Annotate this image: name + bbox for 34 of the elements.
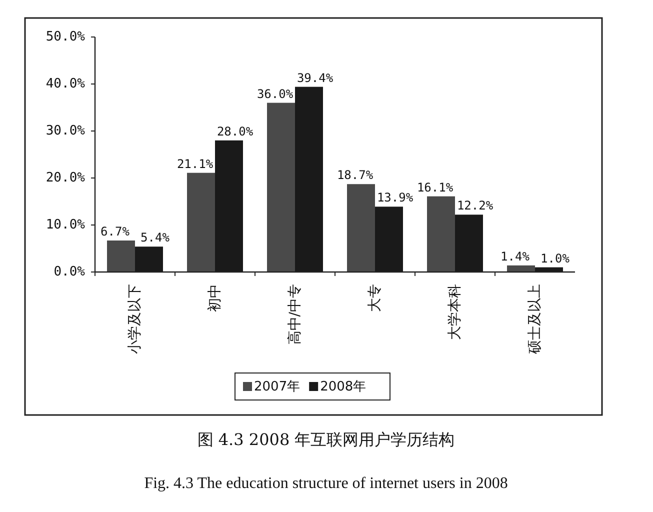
bar [427, 196, 455, 272]
data-label: 36.0% [256, 86, 294, 101]
bar [267, 102, 295, 272]
data-label: 18.7% [336, 168, 374, 182]
y-tick-label: 30.0% [46, 124, 86, 138]
x-tick-label: 高中/中专 [287, 284, 303, 345]
y-tick-label: 0.0% [54, 264, 86, 280]
data-label: 21.1% [176, 156, 214, 171]
data-label: 12.2% [456, 198, 494, 213]
data-label: 13.9% [376, 190, 414, 205]
data-label: 6.7% [100, 224, 130, 239]
legend-label: 2007年 [254, 380, 300, 394]
bar [347, 184, 375, 272]
data-label: 16.1% [416, 180, 454, 194]
x-tick-label: 初中 [207, 284, 223, 312]
data-label: 5.4% [140, 230, 170, 245]
y-tick-label: 20.0% [46, 170, 86, 186]
bar [107, 240, 135, 272]
x-tick-label: 硕士及以上 [527, 284, 543, 355]
bar [187, 172, 215, 272]
y-tick-label: 10.0% [46, 218, 86, 232]
text: Fig. 4.3 The education structure of internet users in 2008 [144, 475, 508, 492]
y-tick-label: 50.0% [46, 30, 86, 44]
y-tick-label: 40.0% [46, 76, 86, 92]
data-label: 28.0% [216, 124, 254, 138]
data-label: 39.4% [296, 70, 334, 85]
x-tick-label: 大学本科 [447, 284, 463, 340]
data-label: 1.4% [500, 249, 530, 264]
data-label: 1.0% [540, 251, 570, 266]
bar [507, 265, 535, 272]
x-tick-label: 小学及以下 [127, 284, 143, 354]
text: 图 4.3 2008 年互联网用户学历结构 [197, 430, 455, 449]
legend-label: 2008年 [320, 380, 366, 394]
x-tick-label: 大专 [367, 284, 383, 312]
